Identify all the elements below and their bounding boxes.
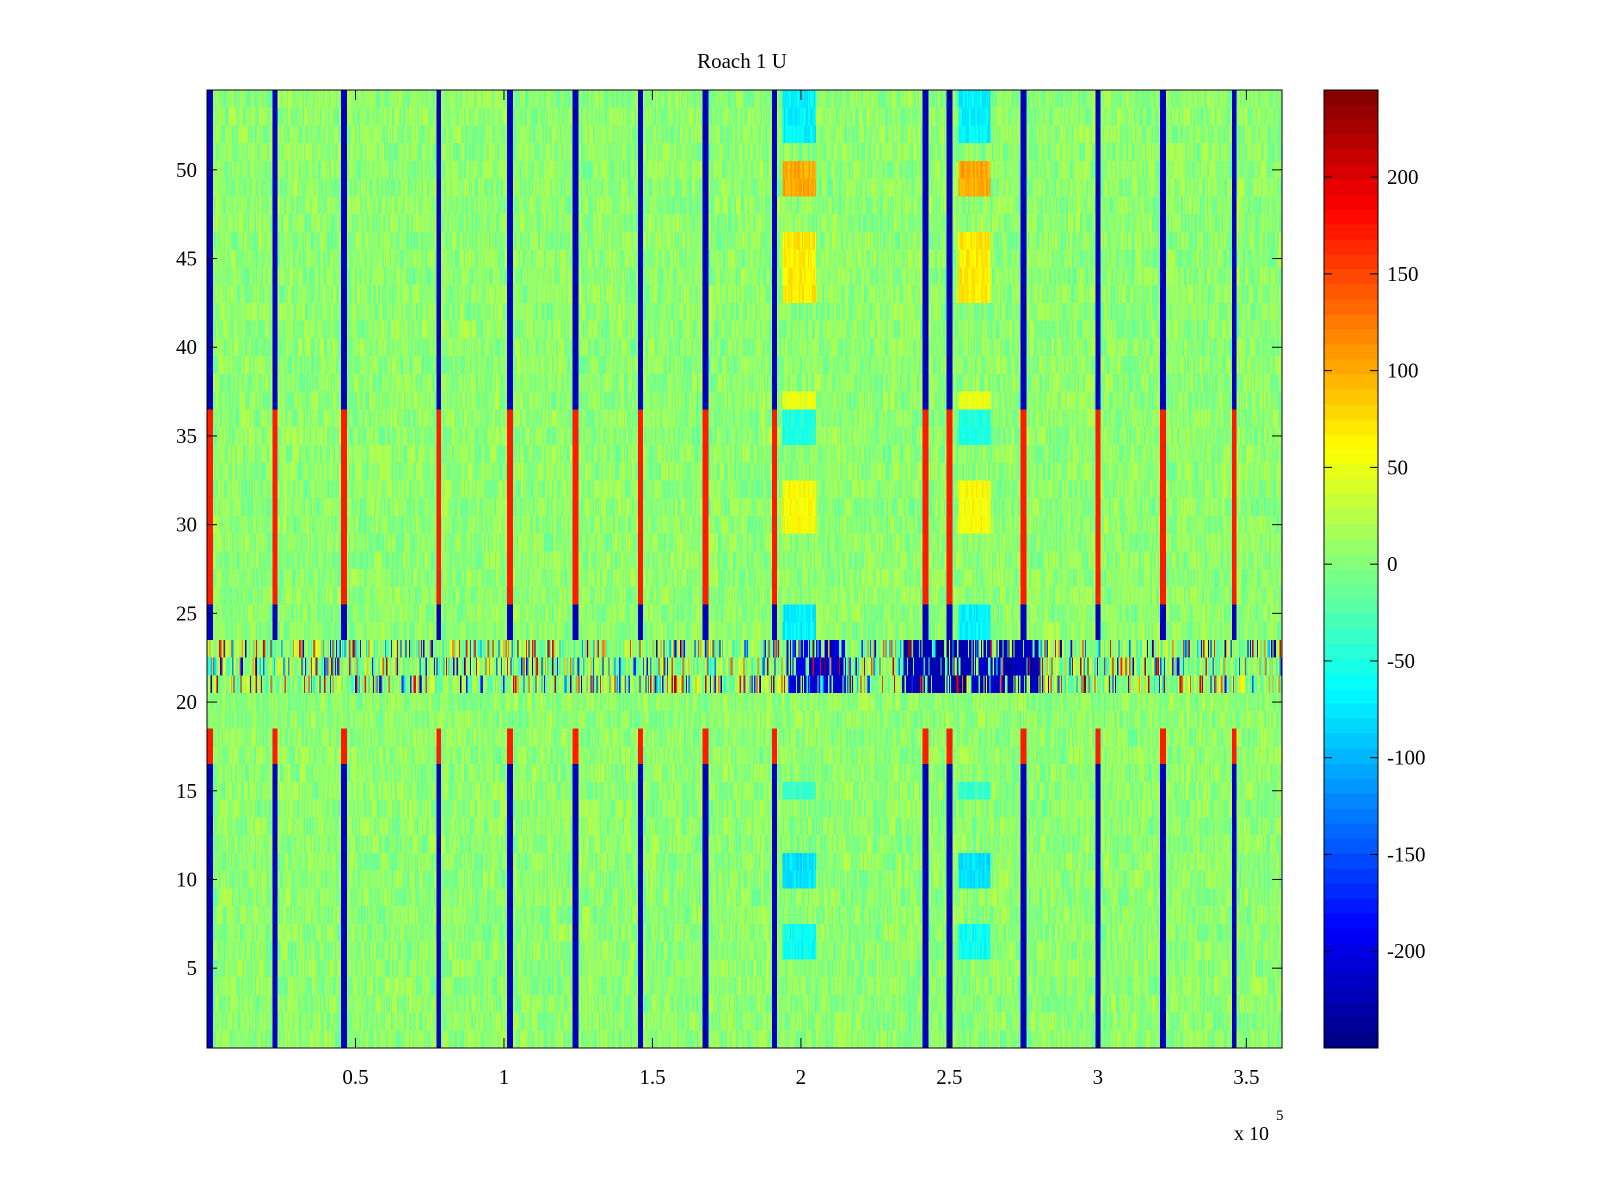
plot-frame <box>206 89 1283 1049</box>
colorbar-tick-label: 50 <box>1387 455 1408 479</box>
y-tick-label: 35 <box>176 424 197 448</box>
y-tick-label: 45 <box>176 247 197 271</box>
y-tick-label: 10 <box>176 867 197 891</box>
y-tick-label: 25 <box>176 601 197 625</box>
x-tick-label: 1.5 <box>639 1065 665 1089</box>
heatmap-image <box>207 90 1282 1048</box>
y-tick-label: 15 <box>176 779 197 803</box>
x-exponent-value: 5 <box>1276 1108 1284 1124</box>
x-tick-label: 3.5 <box>1233 1065 1259 1089</box>
x-tick-label: 0.5 <box>342 1065 368 1089</box>
y-axis: 5 10 15 20 25 30 35 40 45 50 <box>176 158 1282 980</box>
y-tick-label: 5 <box>187 956 198 980</box>
x-tick-label: 1 <box>499 1065 510 1089</box>
colorbar-tick-label: 150 <box>1387 262 1419 286</box>
x-exponent-label: x 10 <box>1234 1123 1269 1145</box>
colorbar-tick-label: 0 <box>1387 552 1398 576</box>
colorbar-ticks: 200 150 100 50 0 -50 -100 -150 -200 <box>1324 165 1426 963</box>
colorbar-tick-label: 200 <box>1387 165 1419 189</box>
y-tick-label: 20 <box>176 690 197 714</box>
colorbar-tick-label: -150 <box>1387 842 1426 866</box>
colorbar-tick-label: -50 <box>1387 649 1415 673</box>
colorbar: 200 150 100 50 0 -50 -100 -150 -200 <box>1323 89 1426 1049</box>
y-tick-label: 40 <box>176 335 197 359</box>
x-tick-label: 3 <box>1093 1065 1104 1089</box>
colorbar-gradient <box>1324 90 1378 1048</box>
x-tick-label: 2.5 <box>936 1065 962 1089</box>
heatmap-plot-area <box>206 89 1283 1049</box>
chart-title: Roach 1 U <box>697 49 787 73</box>
y-tick-label: 30 <box>176 513 197 537</box>
y-tick-label: 50 <box>176 158 197 182</box>
colorbar-frame <box>1323 89 1379 1049</box>
x-axis: 0.5 1 1.5 2 2.5 3 3.5 <box>342 90 1259 1089</box>
colorbar-tick-label: 100 <box>1387 359 1419 383</box>
colorbar-tick-label: -100 <box>1387 746 1426 770</box>
colorbar-tick-label: -200 <box>1387 939 1426 963</box>
x-tick-label: 2 <box>796 1065 807 1089</box>
